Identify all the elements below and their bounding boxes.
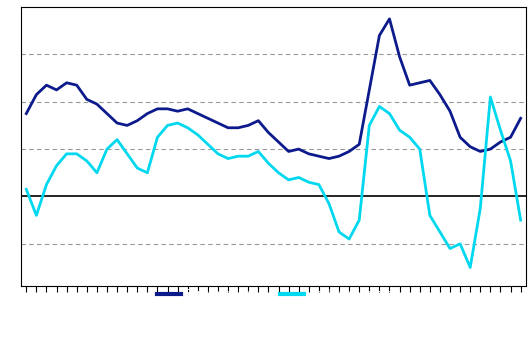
Legend: Förtjänstindex, Reala förtjänster: Förtjänstindex, Reala förtjänster bbox=[152, 285, 395, 303]
